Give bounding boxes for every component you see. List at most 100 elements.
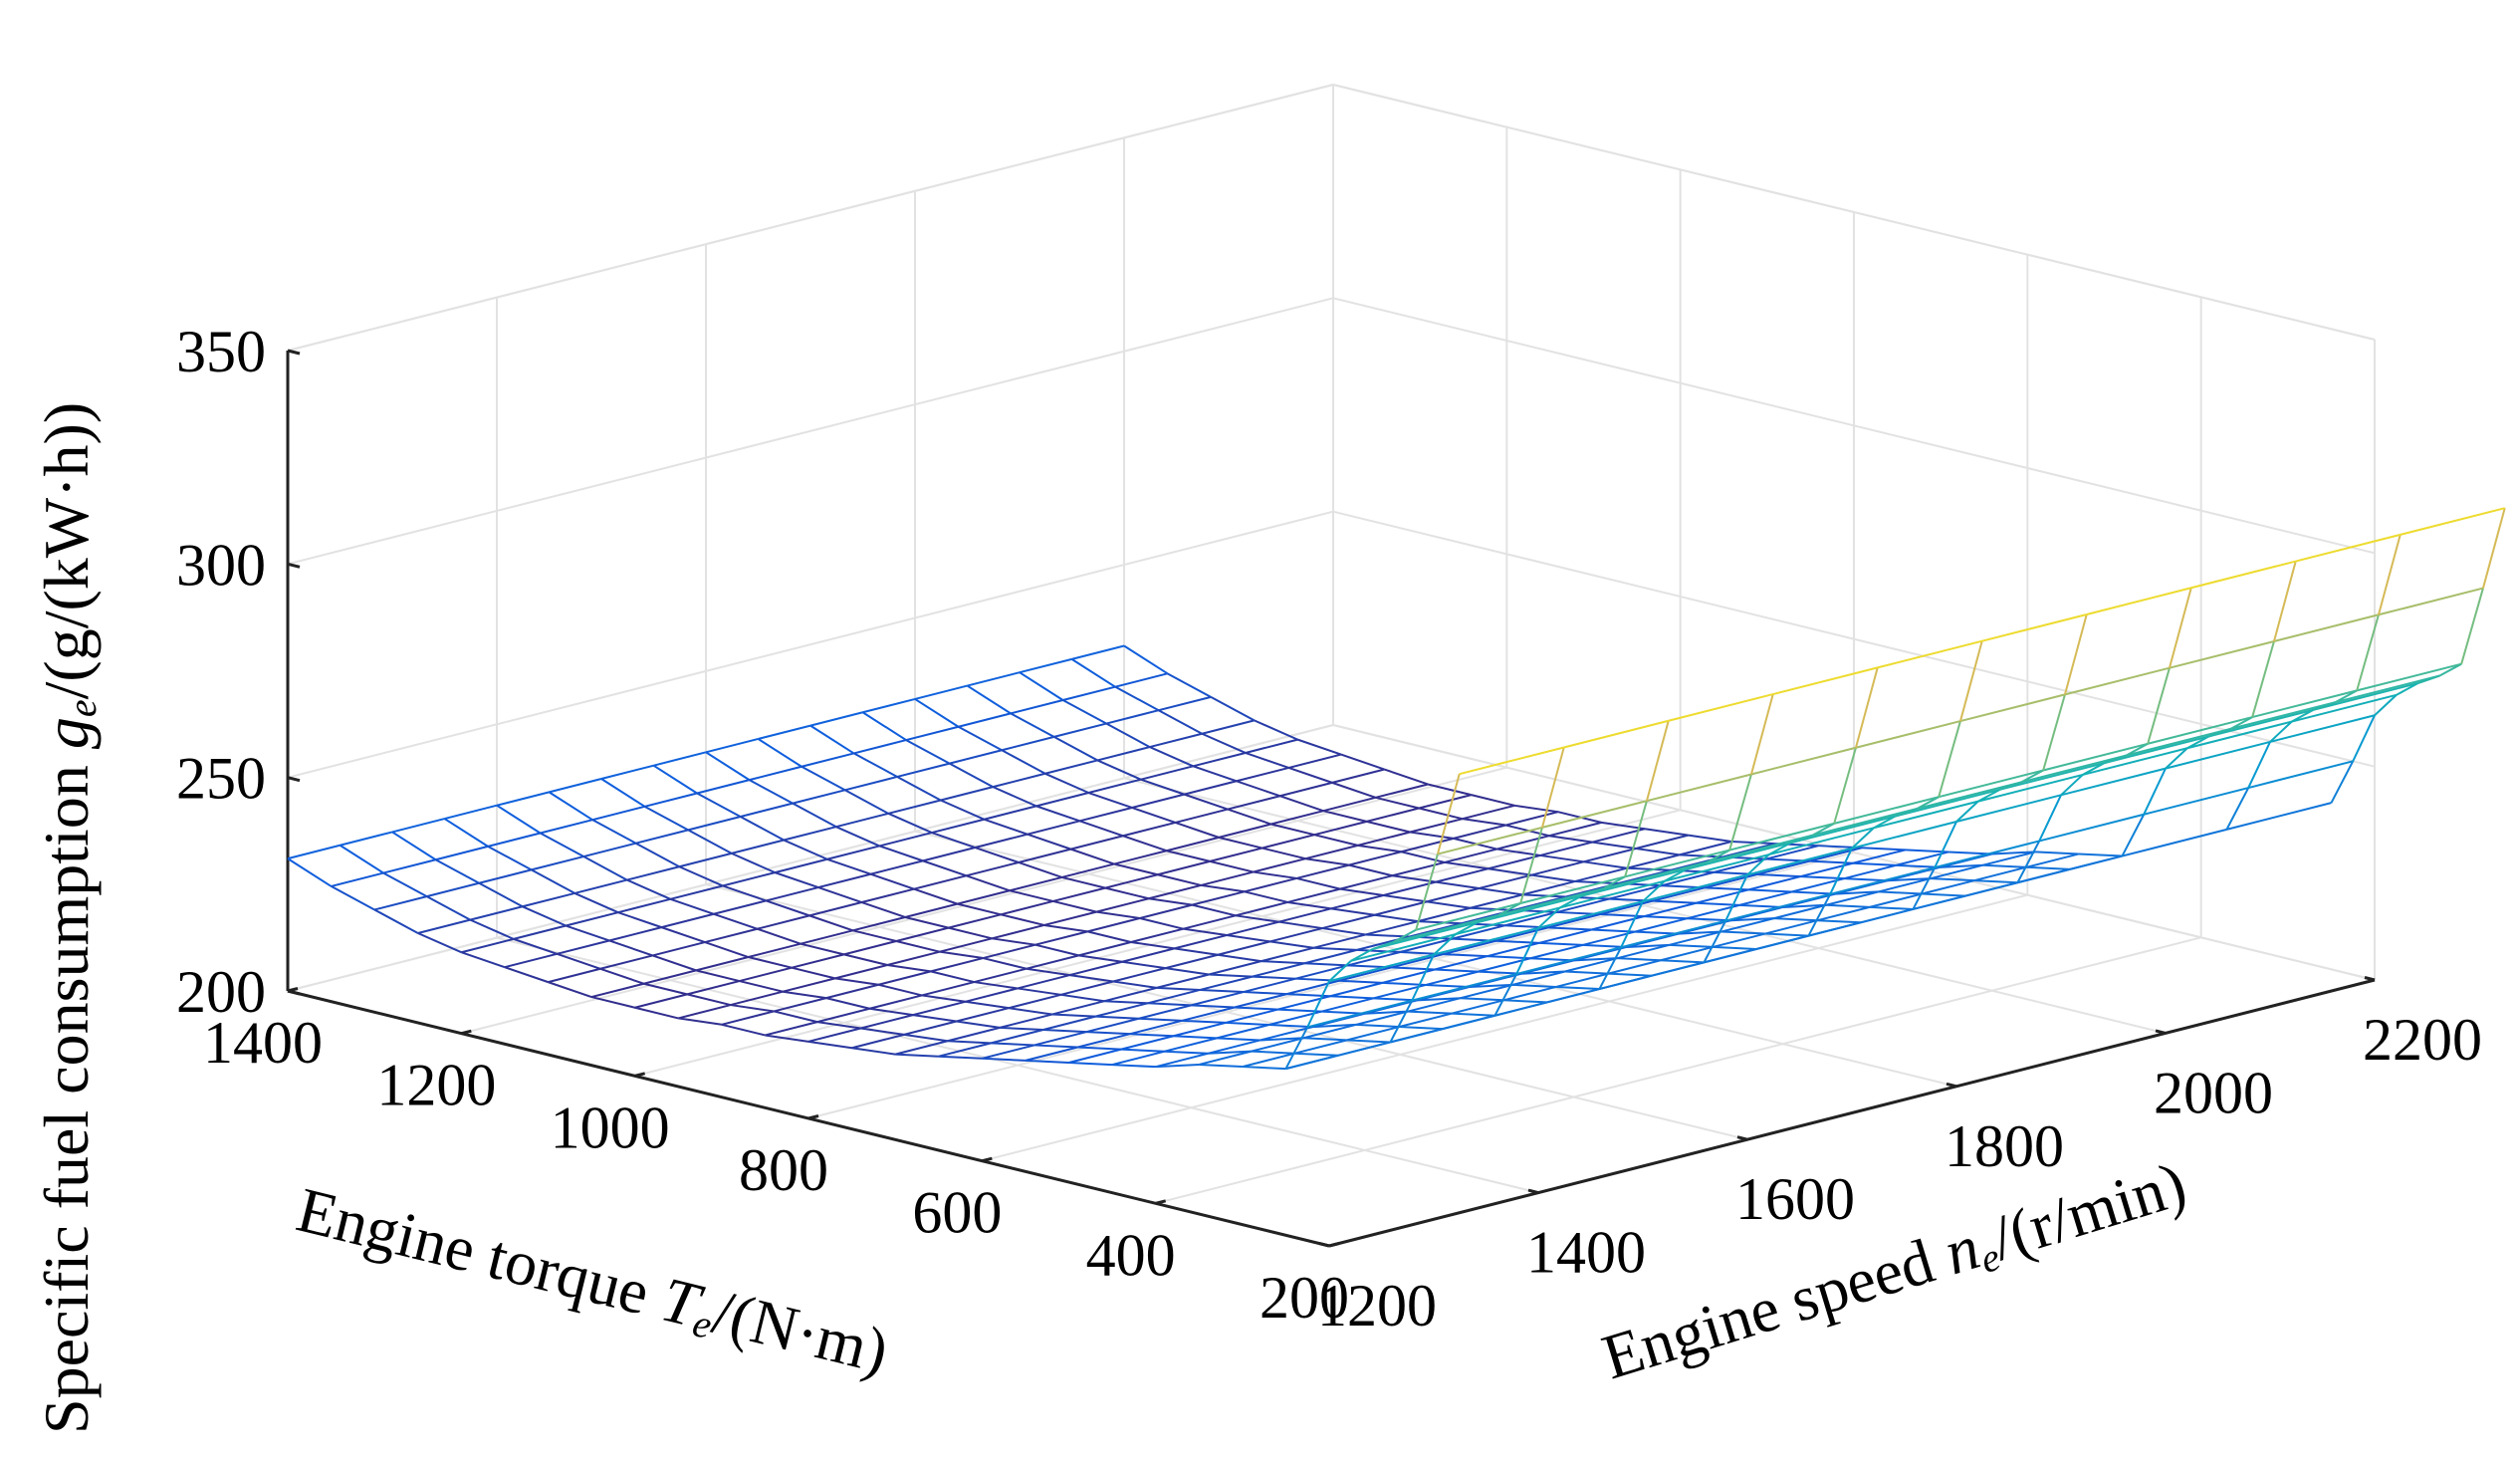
- mesh-line: [982, 1044, 1035, 1060]
- mesh-line: [1166, 850, 1211, 862]
- mesh-line: [984, 805, 1037, 821]
- mesh-line: [878, 983, 923, 997]
- mesh-line: [643, 982, 688, 996]
- mesh-line: [1329, 981, 1383, 998]
- speed-tick-mark: [2364, 976, 2376, 982]
- mesh-line: [2400, 507, 2505, 536]
- mesh-line: [1382, 968, 1436, 984]
- mesh-line: [522, 891, 575, 908]
- floor-grid-line: [1155, 936, 2201, 1205]
- mesh-line: [1934, 821, 1957, 868]
- mesh-line: [1418, 920, 1462, 925]
- mesh-line: [1340, 753, 1385, 771]
- mesh-line: [912, 1014, 957, 1023]
- mesh-line: [1201, 732, 1247, 754]
- mesh-line: [1306, 999, 1413, 1029]
- mesh-line: [1062, 685, 1116, 701]
- mesh-line: [860, 1014, 914, 1030]
- mesh-line: [1346, 1026, 1400, 1042]
- mesh-line: [1460, 997, 1504, 1002]
- mesh-line: [496, 804, 542, 835]
- mesh-line: [1270, 823, 1315, 837]
- mesh-line: [1051, 1000, 1105, 1016]
- mesh-line: [1765, 845, 1819, 860]
- mesh-line: [1811, 823, 1835, 837]
- mesh-line: [1460, 983, 1513, 1000]
- mesh-line: [652, 941, 706, 957]
- mesh-line: [1411, 972, 1517, 1002]
- mesh-line: [1183, 927, 1228, 937]
- mesh-line: [2168, 588, 2192, 668]
- mesh-line: [1940, 863, 1983, 868]
- mesh-line: [1217, 940, 1270, 956]
- mesh-line: [704, 941, 749, 958]
- mesh-line: [914, 698, 960, 728]
- mesh-line: [1338, 979, 1383, 984]
- mesh-line: [1068, 1048, 1122, 1064]
- mesh-line: [843, 940, 897, 956]
- mesh-line: [1515, 927, 1539, 975]
- mesh-line: [774, 1010, 818, 1024]
- mesh-line: [791, 953, 844, 969]
- mesh-line: [1739, 903, 1783, 908]
- mesh-line: [1103, 986, 1157, 1003]
- mesh-line: [287, 857, 333, 887]
- mesh-line: [1495, 926, 1549, 942]
- mesh-line: [2226, 802, 2332, 831]
- mesh-line: [1286, 979, 1340, 996]
- mesh-line: [1582, 930, 1636, 946]
- mesh-line: [1366, 820, 1411, 834]
- mesh-line: [2330, 760, 2355, 804]
- mesh-line: [1916, 796, 1940, 810]
- mesh-line: [1540, 747, 1565, 829]
- mesh-line: [590, 982, 644, 999]
- mesh-line: [1009, 889, 1053, 902]
- mesh-line: [1155, 1063, 1200, 1069]
- mesh-line: [861, 711, 907, 741]
- mesh-line: [1790, 815, 1896, 845]
- mesh-line: [461, 937, 515, 954]
- torque-tick-mark: [1155, 1199, 1167, 1205]
- mesh-line: [895, 926, 949, 942]
- mesh-line: [808, 901, 862, 917]
- mesh-line: [1140, 765, 1194, 781]
- mesh-line: [1061, 862, 1115, 878]
- mesh-line: [1688, 834, 1732, 843]
- mesh-line: [1411, 954, 1435, 1002]
- mesh-line: [582, 842, 636, 858]
- mesh-line: [740, 816, 785, 842]
- mesh-line: [2021, 754, 2127, 784]
- mesh-line: [940, 799, 985, 821]
- mesh-line: [1433, 933, 1457, 956]
- mesh-line: [1051, 1013, 1096, 1018]
- mesh-line: [1791, 877, 1845, 893]
- mesh-line: [1260, 960, 1305, 965]
- mesh-line: [2035, 851, 2079, 855]
- mesh-line: [1375, 783, 1429, 799]
- mesh-line: [869, 994, 923, 1010]
- mesh-line: [921, 994, 966, 1003]
- mesh-line: [1296, 876, 1341, 890]
- mesh-line: [1721, 930, 1765, 935]
- mesh-line: [731, 839, 785, 854]
- mesh-line: [1873, 815, 1897, 830]
- mesh-line: [1218, 823, 1271, 839]
- mesh-line: [1121, 947, 1175, 963]
- mesh-line: [1443, 939, 1496, 956]
- mesh-line: [687, 829, 733, 854]
- mesh-line: [435, 858, 480, 884]
- mesh-line: [1410, 818, 1463, 834]
- mesh-line: [939, 950, 984, 960]
- mesh-line: [947, 1040, 992, 1045]
- mesh-line: [967, 671, 1021, 687]
- mesh-line: [1053, 722, 1107, 738]
- mesh-line: [2186, 720, 2293, 750]
- mesh-line: [1366, 807, 1420, 823]
- mesh-line: [1861, 847, 1906, 852]
- mesh-line: [912, 1000, 966, 1017]
- sfc-tick-label: 200: [176, 959, 266, 1025]
- mesh-line: [1147, 1002, 1192, 1007]
- mesh-line: [1191, 1004, 1235, 1009]
- mesh-line: [1973, 879, 2018, 884]
- mesh-line: [1070, 835, 1124, 851]
